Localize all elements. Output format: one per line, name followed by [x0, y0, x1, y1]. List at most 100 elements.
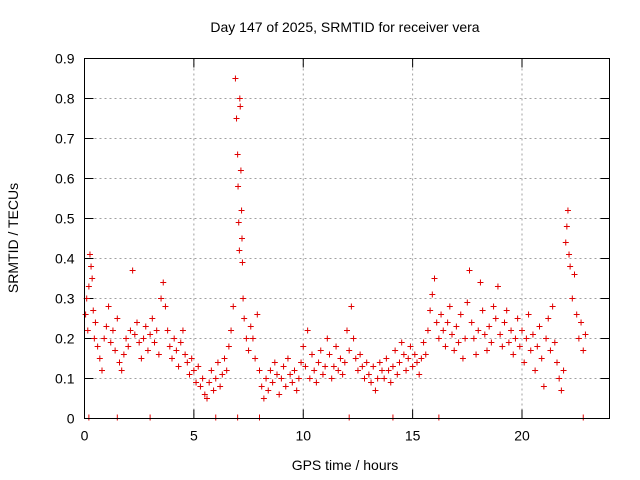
data-point — [238, 207, 245, 214]
data-point — [381, 375, 388, 382]
data-point — [92, 319, 99, 326]
data-point — [538, 355, 545, 362]
data-point — [532, 367, 539, 374]
data-point — [328, 375, 335, 382]
data-point — [107, 339, 114, 346]
data-point — [164, 327, 171, 334]
data-point — [503, 307, 510, 314]
data-point — [578, 319, 585, 326]
data-point — [158, 295, 165, 302]
data-point — [451, 347, 458, 354]
data-point — [91, 335, 98, 342]
data-point — [566, 251, 573, 258]
data-point — [162, 303, 169, 310]
data-point — [300, 343, 307, 350]
x-tick-label: 0 — [81, 428, 89, 444]
data-point — [134, 319, 140, 326]
data-point — [138, 355, 145, 362]
data-point — [99, 367, 105, 374]
data-point — [484, 347, 490, 354]
data-point — [567, 263, 574, 270]
data-point — [444, 319, 451, 326]
data-point — [383, 355, 390, 362]
data-point — [236, 95, 243, 102]
data-point — [359, 363, 366, 370]
data-point — [197, 383, 204, 390]
data-point — [173, 347, 180, 354]
data-point — [291, 367, 298, 374]
data-point — [147, 331, 154, 338]
data-point — [449, 331, 455, 338]
data-point — [396, 359, 403, 366]
data-point — [534, 343, 541, 350]
data-point — [389, 363, 396, 370]
plot-frame — [84, 58, 610, 419]
data-point — [140, 335, 147, 342]
data-point — [499, 343, 506, 350]
data-point — [302, 363, 309, 370]
data-point — [411, 351, 418, 358]
data-point — [481, 331, 488, 338]
data-point — [512, 335, 519, 342]
data-point — [547, 347, 554, 354]
data-point — [241, 315, 248, 322]
data-point — [109, 327, 116, 334]
data-point — [376, 359, 383, 366]
data-point — [96, 355, 103, 362]
data-point — [201, 391, 208, 398]
data-point — [125, 343, 132, 350]
data-point — [560, 367, 567, 374]
data-point — [348, 303, 355, 310]
data-point — [529, 331, 536, 338]
data-point — [129, 267, 136, 274]
data-point — [335, 367, 342, 374]
data-point — [131, 331, 138, 338]
data-point — [564, 207, 571, 214]
data-point — [494, 283, 501, 290]
data-point — [306, 375, 313, 382]
data-point — [247, 323, 254, 330]
data-point — [89, 275, 96, 282]
data-point — [240, 295, 247, 302]
data-point — [365, 371, 372, 378]
y-tick-label: 0.4 — [55, 251, 75, 267]
data-point — [394, 371, 401, 378]
data-point — [385, 367, 392, 374]
data-point — [536, 323, 543, 330]
y-tick-label: 0.3 — [55, 291, 75, 307]
data-point — [580, 347, 587, 354]
data-point — [468, 319, 475, 326]
data-point — [88, 263, 95, 270]
data-point — [446, 303, 453, 310]
data-point — [112, 347, 119, 354]
x-tick-label: 10 — [295, 428, 311, 444]
data-point — [315, 359, 322, 366]
data-point — [435, 335, 442, 342]
data-point — [144, 347, 151, 354]
data-point — [223, 367, 230, 374]
data-point — [151, 339, 158, 346]
data-point — [352, 355, 359, 362]
data-point — [94, 343, 101, 350]
data-point — [256, 367, 263, 374]
data-point — [392, 347, 399, 354]
data-point — [103, 323, 110, 330]
data-point — [235, 219, 242, 226]
data-point — [575, 335, 582, 342]
data-point — [230, 303, 237, 310]
data-point — [479, 307, 486, 314]
data-point — [127, 327, 134, 334]
data-point — [427, 307, 434, 314]
data-point — [477, 279, 484, 286]
x-tick-label: 20 — [514, 428, 530, 444]
data-point — [182, 351, 189, 358]
data-point — [490, 303, 497, 310]
data-point — [239, 259, 246, 266]
data-point — [155, 351, 162, 358]
y-tick-label: 0.8 — [55, 91, 75, 107]
y-tick-label: 0 — [67, 411, 75, 427]
data-point — [464, 299, 471, 306]
data-point — [486, 323, 493, 330]
data-point — [424, 327, 431, 334]
data-point — [289, 379, 296, 386]
